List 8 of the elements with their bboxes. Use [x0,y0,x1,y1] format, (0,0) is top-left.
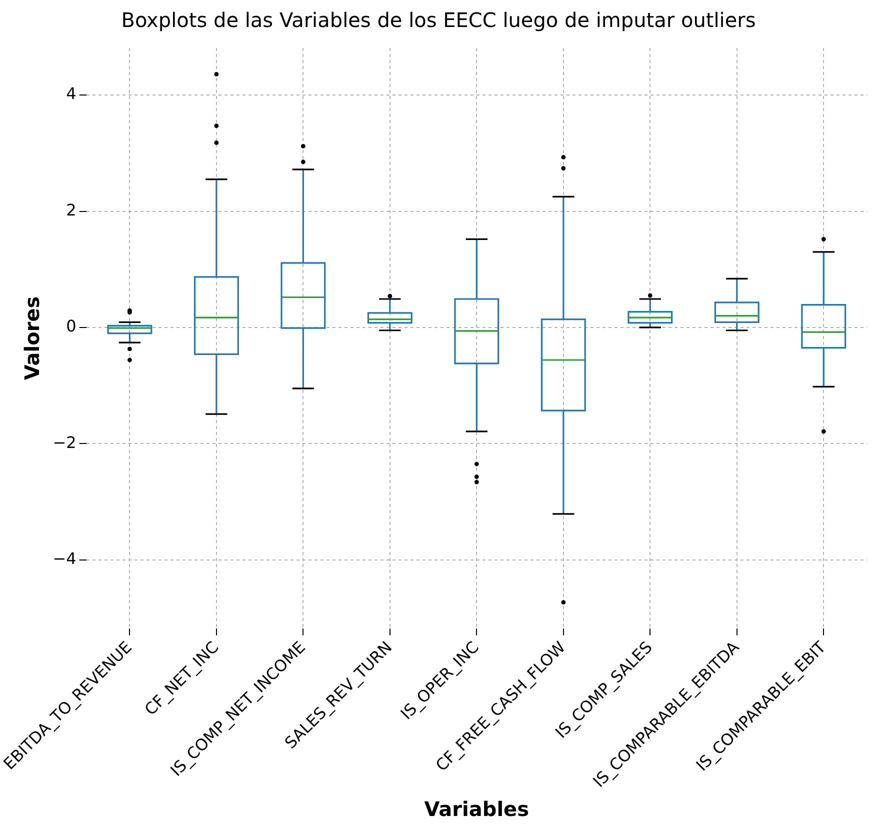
y-tick-label: −4 [52,549,76,568]
chart-title: Boxplots de las Variables de los EECC luego de imputar outliers [121,8,756,32]
y-tick-label: −2 [52,432,76,452]
x-axis-title: Variables [424,797,530,822]
y-tick-label: 4 [66,84,76,104]
y-axis-title: Valores [20,296,44,380]
y-tick-label: 2 [66,200,76,220]
y-tick-label: 0 [66,316,76,336]
